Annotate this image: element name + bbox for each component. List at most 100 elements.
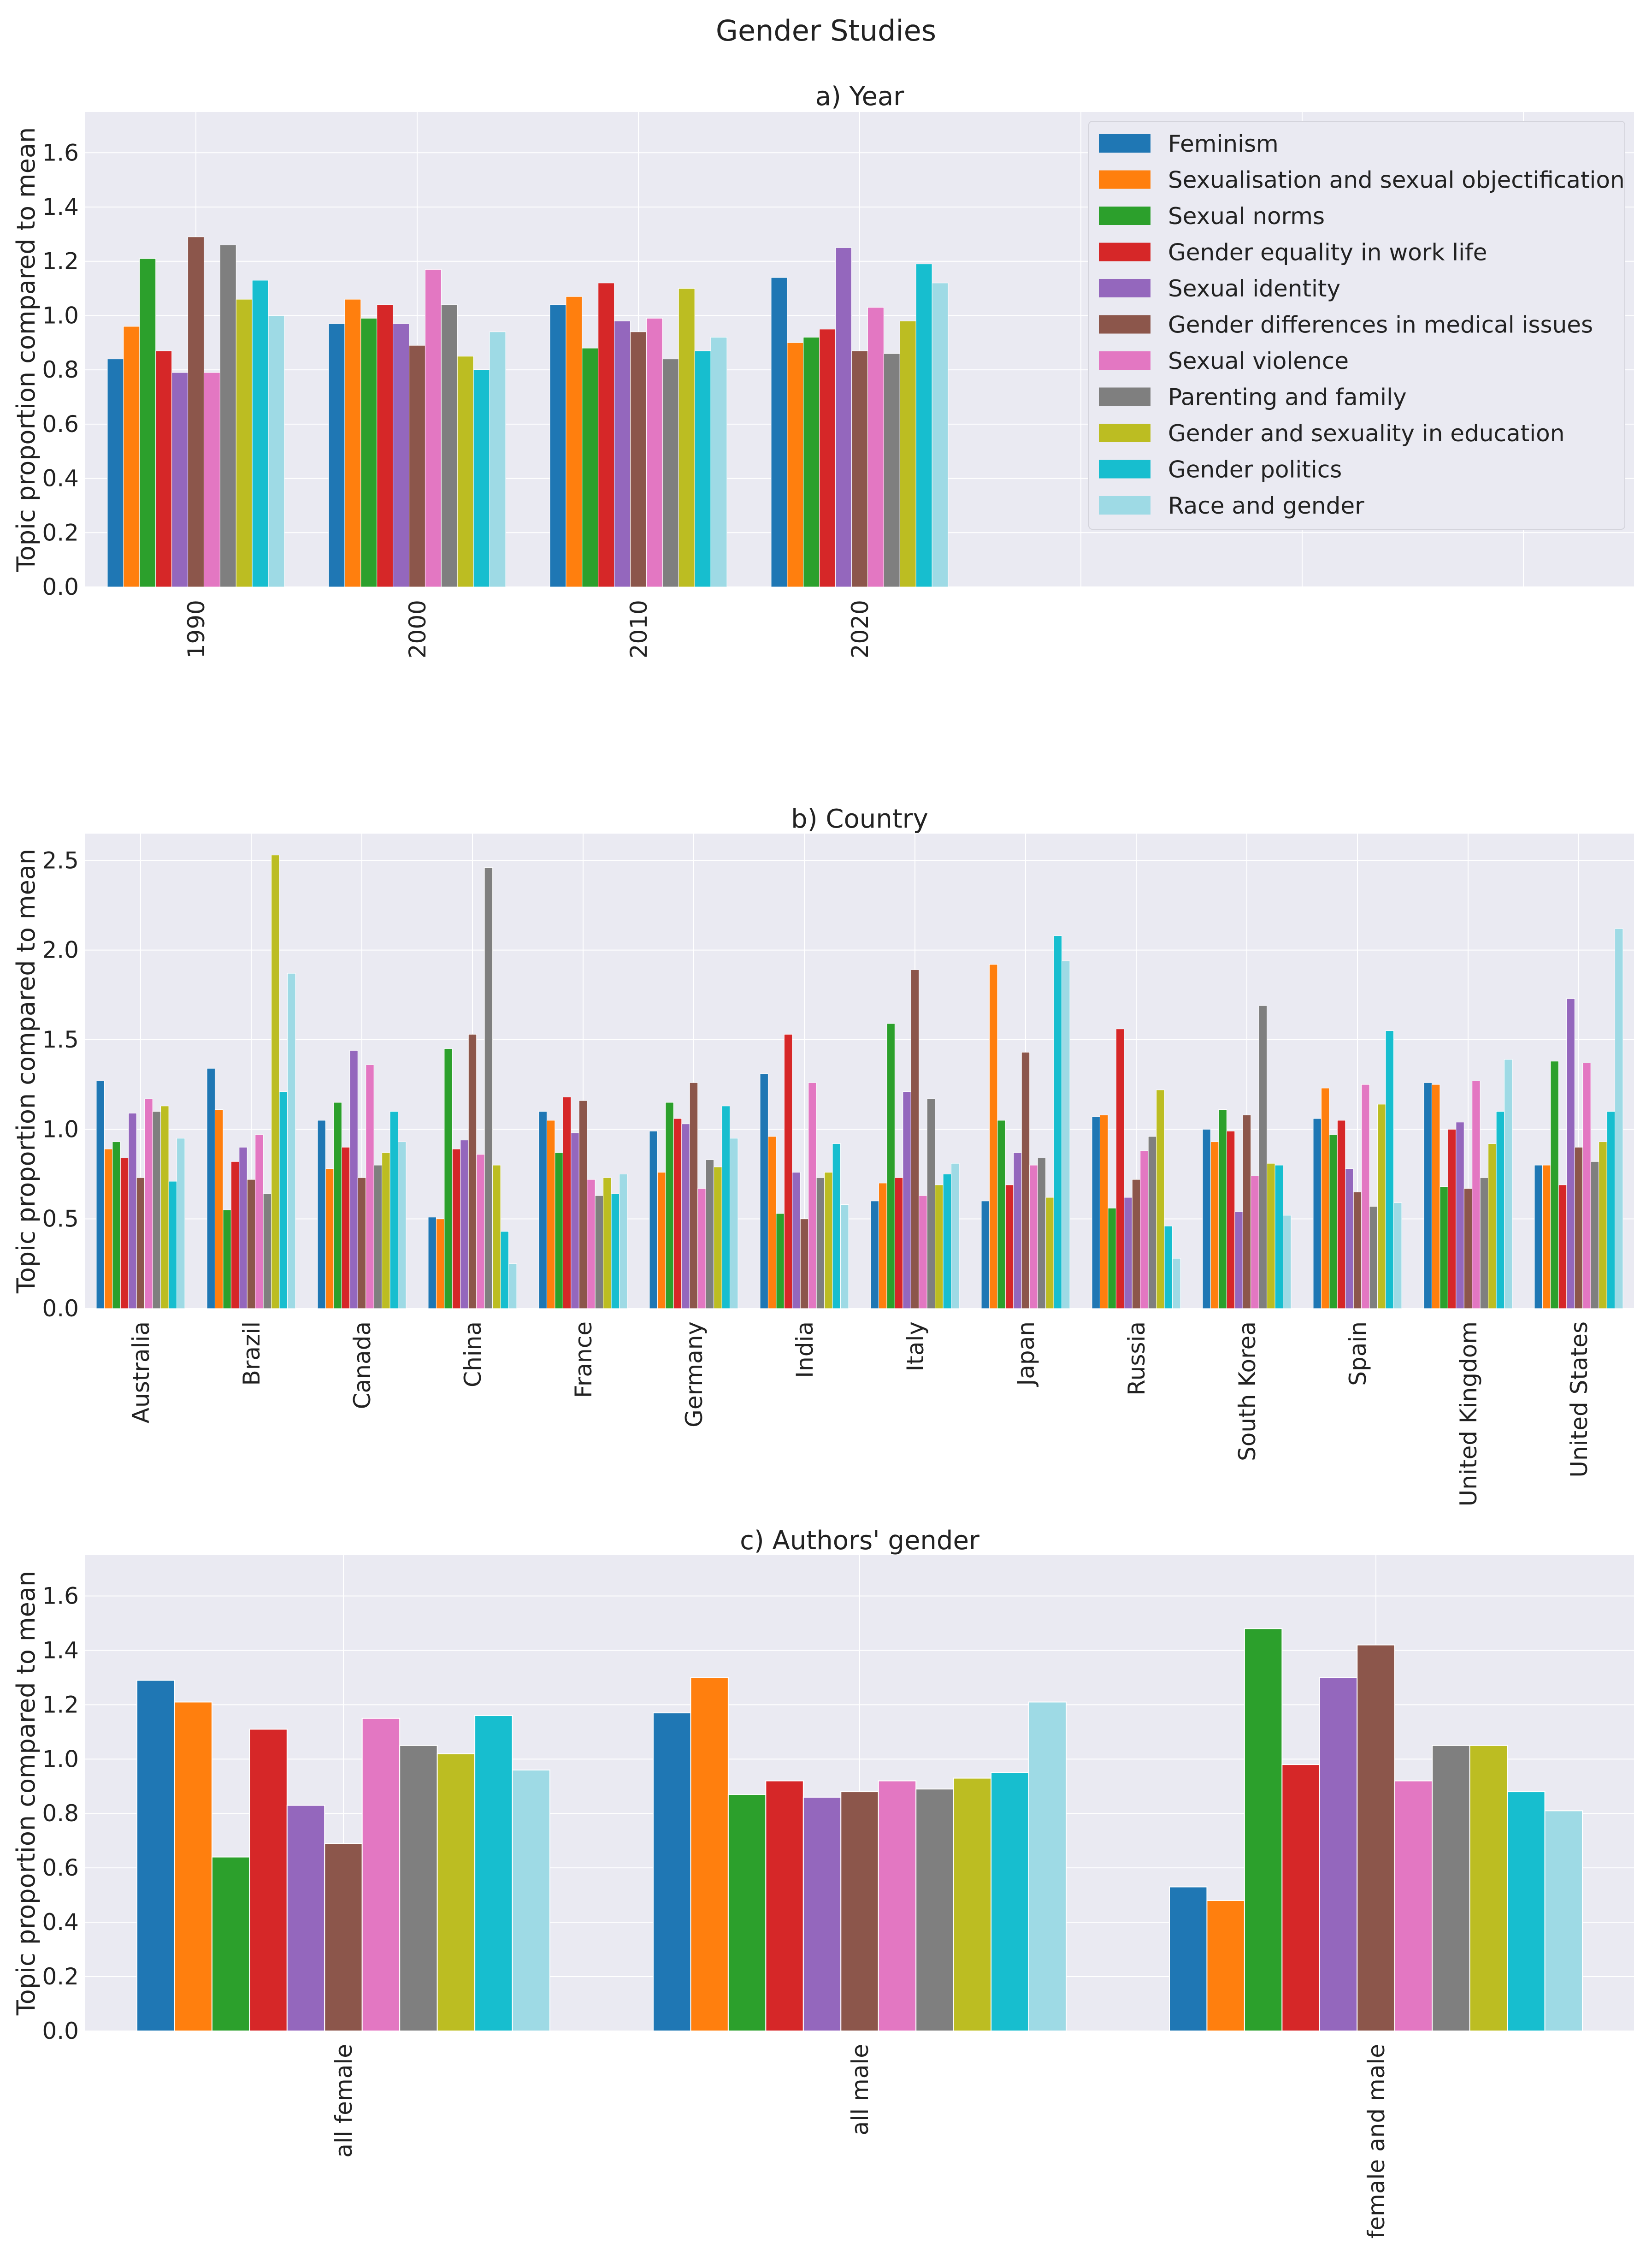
bar-sexualisation-and-sexual-objectification-2000 <box>344 299 361 587</box>
bar-gender-differences-in-medical-issues-female-and-male <box>1357 1644 1395 2032</box>
bar-race-and-gender-india <box>840 1204 849 1309</box>
bar-gender-differences-in-medical-issues-united-kingdom <box>1463 1188 1473 1309</box>
bar-gender-differences-in-medical-issues-china <box>468 1034 477 1309</box>
bar-sexual-violence-germany <box>697 1188 706 1309</box>
legend-label-sexual-identity: Sexual identity <box>1168 275 1340 302</box>
bar-gender-politics-spain <box>1385 1030 1394 1309</box>
bar-sexual-norms-spain <box>1329 1134 1338 1309</box>
legend-label-gender-differences-in-medical-issues: Gender differences in medical issues <box>1168 312 1593 338</box>
bar-feminism-2020 <box>771 277 788 587</box>
bar-gender-equality-in-work-life-japan <box>1005 1184 1014 1309</box>
bar-sexualisation-and-sexual-objectification-italy <box>878 1183 887 1309</box>
bar-gender-and-sexuality-in-education-2020 <box>899 320 916 587</box>
y-tick-label: 1.6 <box>42 1582 79 1609</box>
bar-sexual-violence-all-male <box>878 1780 917 2031</box>
bar-sexual-identity-japan <box>1013 1152 1022 1309</box>
bar-gender-politics-2010 <box>694 350 711 587</box>
bar-sexual-norms-all-female <box>211 1856 250 2032</box>
x-tick-label: 1990 <box>183 600 210 658</box>
y-tick-label: 0.2 <box>42 1963 79 1990</box>
bar-sexual-violence-canada <box>366 1064 374 1309</box>
bar-parenting-and-family-1990 <box>219 244 236 587</box>
bar-sexual-identity-china <box>460 1140 469 1309</box>
bar-sexual-violence-spain <box>1361 1084 1370 1309</box>
bar-gender-and-sexuality-in-education-india <box>824 1172 833 1309</box>
bar-feminism-all-female <box>136 1680 175 2031</box>
bar-race-and-gender-female-and-male <box>1544 1810 1583 2032</box>
bar-gender-politics-all-female <box>474 1715 513 2031</box>
bar-sexual-norms-united-states <box>1550 1061 1559 1309</box>
bar-sexualisation-and-sexual-objectification-spain <box>1321 1088 1330 1309</box>
bar-gender-equality-in-work-life-russia <box>1115 1029 1125 1309</box>
bar-sexual-identity-spain <box>1345 1168 1354 1309</box>
bar-gender-differences-in-medical-issues-germany <box>689 1082 698 1309</box>
legend-swatch-feminism <box>1099 134 1150 153</box>
x-tick-label: 2020 <box>847 600 873 658</box>
bar-sexual-identity-2000 <box>393 323 410 587</box>
x-tick-label: Italy <box>902 1321 929 1371</box>
bar-sexual-violence-india <box>808 1082 817 1309</box>
y-tick-label: 0.8 <box>42 1800 79 1827</box>
bar-gender-equality-in-work-life-all-male <box>765 1780 804 2031</box>
bar-race-and-gender-2020 <box>932 283 949 587</box>
bar-parenting-and-family-2020 <box>883 353 900 587</box>
x-tick-label: South Korea <box>1234 1321 1261 1461</box>
bar-feminism-south-korea <box>1202 1129 1211 1309</box>
bar-gender-equality-in-work-life-spain <box>1337 1120 1346 1309</box>
legend-label-sexual-norms: Sexual norms <box>1168 203 1325 230</box>
y-tick-label: 0.0 <box>42 1295 79 1322</box>
bar-race-and-gender-2010 <box>710 337 727 587</box>
bar-sexual-violence-brazil <box>255 1134 264 1309</box>
bar-sexual-norms-france <box>555 1152 563 1309</box>
bar-gender-politics-japan <box>1053 936 1062 1309</box>
bar-race-and-gender-canada <box>398 1142 407 1309</box>
bar-race-and-gender-all-male <box>1028 1701 1067 2031</box>
bar-gender-and-sexuality-in-education-australia <box>160 1106 169 1309</box>
x-tick-label: female and male <box>1363 2044 1390 2238</box>
bar-gender-politics-all-male <box>991 1772 1029 2031</box>
bar-sexualisation-and-sexual-objectification-2010 <box>566 296 583 587</box>
legend-label-gender-equality-in-work-life: Gender equality in work life <box>1168 239 1487 266</box>
legend-label-parenting-and-family: Parenting and family <box>1168 384 1407 411</box>
bar-parenting-and-family-brazil <box>263 1193 272 1309</box>
bar-sexual-norms-1990 <box>139 258 156 587</box>
bar-gender-politics-female-and-male <box>1507 1791 1546 2032</box>
bar-parenting-and-family-united-kingdom <box>1480 1177 1489 1309</box>
bar-sexualisation-and-sexual-objectification-united-states <box>1542 1165 1551 1309</box>
bar-sexual-violence-russia <box>1140 1150 1149 1309</box>
bar-sexualisation-and-sexual-objectification-south-korea <box>1210 1142 1219 1309</box>
bar-parenting-and-family-spain <box>1369 1206 1378 1309</box>
bar-sexual-identity-russia <box>1124 1197 1133 1309</box>
bar-sexual-violence-1990 <box>203 372 220 587</box>
bar-feminism-united-states <box>1534 1165 1543 1309</box>
bar-gender-politics-2000 <box>473 369 490 587</box>
chart-panel-country: 0.0 0.5 1.0 1.5 2.0 2.5 Australia Brazil Canada C… <box>12 804 1634 1506</box>
bar-sexual-identity-2010 <box>614 320 631 587</box>
y-tick-label: 1.0 <box>42 1116 79 1143</box>
bar-feminism-india <box>760 1073 768 1309</box>
bar-sexual-violence-china <box>476 1154 485 1309</box>
bar-gender-differences-in-medical-issues-brazil <box>247 1179 256 1309</box>
bar-race-and-gender-france <box>619 1173 628 1309</box>
bar-sexual-norms-china <box>444 1048 453 1309</box>
y-tick-label: 1.0 <box>42 1746 79 1772</box>
bar-gender-and-sexuality-in-education-germany <box>714 1166 722 1309</box>
x-tick-label: France <box>570 1321 597 1398</box>
bar-gender-and-sexuality-in-education-all-male <box>953 1777 992 2032</box>
bar-sexual-violence-female-and-male <box>1394 1780 1433 2031</box>
y-tick-label: 2.0 <box>42 937 79 964</box>
legend-label-sexualisation-and-sexual-objectification: Sexualisation and sexual objectification <box>1168 167 1625 194</box>
bar-gender-and-sexuality-in-education-china <box>492 1165 501 1309</box>
bar-gender-and-sexuality-in-education-canada <box>382 1152 390 1309</box>
bar-gender-politics-south-korea <box>1274 1165 1284 1309</box>
x-tick-label: United States <box>1566 1321 1593 1478</box>
bar-sexual-identity-south-korea <box>1234 1211 1243 1309</box>
bar-gender-politics-china <box>500 1231 509 1309</box>
legend: Feminism Sexualisation and sexual objecti… <box>1088 121 1625 530</box>
bar-gender-equality-in-work-life-all-female <box>249 1729 288 2031</box>
bar-parenting-and-family-japan <box>1037 1158 1046 1309</box>
bar-gender-and-sexuality-in-education-spain <box>1377 1104 1386 1309</box>
bar-gender-politics-united-states <box>1606 1111 1616 1309</box>
bar-gender-differences-in-medical-issues-all-male <box>840 1791 879 2032</box>
